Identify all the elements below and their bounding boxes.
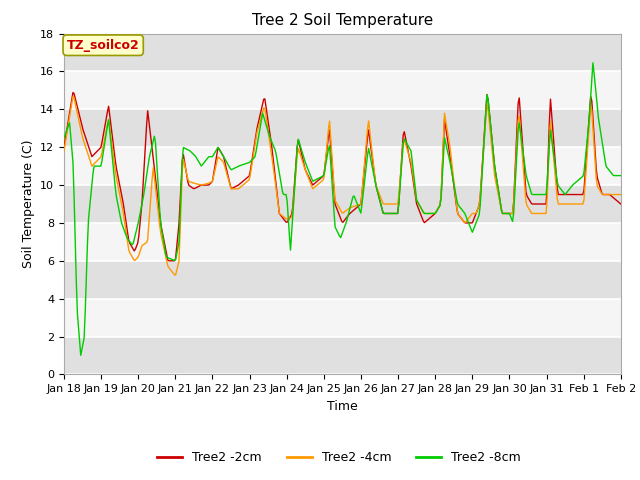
Legend: Tree2 -2cm, Tree2 -4cm, Tree2 -8cm: Tree2 -2cm, Tree2 -4cm, Tree2 -8cm xyxy=(152,446,526,469)
Tree2 -2cm xyxy=(69,90,77,96)
Tree2 -8cm xyxy=(606,168,614,174)
Tree2 -8cm xyxy=(518,137,525,143)
Tree2 -2cm xyxy=(165,258,173,264)
Tree2 -4cm xyxy=(327,134,335,140)
Bar xyxy=(64,109,621,147)
Tree2 -8cm xyxy=(393,211,401,216)
Line: Tree2 -2cm: Tree2 -2cm xyxy=(64,93,621,261)
Line: Tree2 -8cm: Tree2 -8cm xyxy=(64,63,621,355)
Line: Tree2 -4cm: Tree2 -4cm xyxy=(64,96,621,275)
X-axis label: Time: Time xyxy=(327,400,358,413)
Bar xyxy=(64,261,621,299)
Tree2 -2cm xyxy=(519,142,527,148)
Tree2 -8cm xyxy=(362,162,370,168)
Tree2 -8cm xyxy=(326,143,333,149)
Bar xyxy=(64,185,621,223)
Bar xyxy=(64,34,621,72)
Tree2 -8cm xyxy=(589,60,596,66)
Tree2 -2cm xyxy=(394,211,401,216)
Title: Tree 2 Soil Temperature: Tree 2 Soil Temperature xyxy=(252,13,433,28)
Tree2 -8cm xyxy=(60,135,68,141)
Tree2 -2cm xyxy=(60,144,68,150)
Bar xyxy=(64,336,621,374)
Tree2 -2cm xyxy=(364,134,371,140)
Text: TZ_soilco2: TZ_soilco2 xyxy=(67,39,140,52)
Tree2 -8cm xyxy=(617,173,625,179)
Tree2 -4cm xyxy=(69,94,77,99)
Tree2 -2cm xyxy=(327,143,335,148)
Tree2 -4cm xyxy=(60,148,68,154)
Tree2 -4cm xyxy=(364,126,371,132)
Tree2 -4cm xyxy=(394,201,401,207)
Tree2 -8cm xyxy=(329,193,337,199)
Tree2 -2cm xyxy=(330,188,338,194)
Tree2 -2cm xyxy=(606,192,614,197)
Tree2 -4cm xyxy=(519,156,527,162)
Tree2 -4cm xyxy=(172,272,179,278)
Tree2 -2cm xyxy=(617,201,625,207)
Tree2 -8cm xyxy=(77,352,84,358)
Y-axis label: Soil Temperature (C): Soil Temperature (C) xyxy=(22,140,35,268)
Tree2 -4cm xyxy=(606,192,614,197)
Tree2 -4cm xyxy=(330,183,338,189)
Tree2 -4cm xyxy=(617,192,625,197)
